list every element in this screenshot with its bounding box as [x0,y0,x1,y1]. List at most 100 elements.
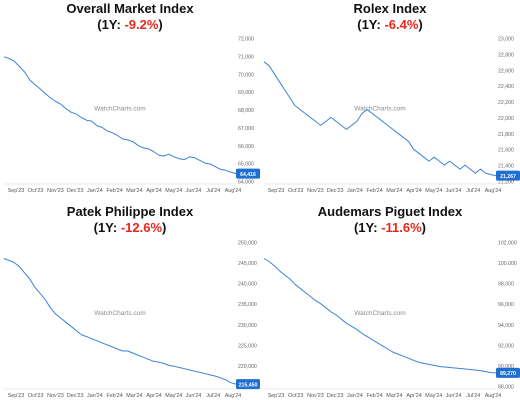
y-tick-label: 245,000 [238,261,257,267]
panel-rolex: Rolex Index (1Y: -6.4%) 21,200 21,400 21,6… [260,0,520,200]
y-tick-label: 240,000 [238,282,257,288]
y-tick-label: 70,000 [238,72,254,78]
subtitle-prefix: (1Y: [357,17,385,32]
y-tick-label: 22,000 [498,116,514,122]
y-tick-label: 88,000 [498,385,514,391]
y-tick-label: 21,400 [498,164,514,170]
x-tick-label: Sep'23 [8,188,25,194]
x-tick-label: Apr'24 [146,188,161,194]
line-chart: 21,200 21,400 21,600 21,800 22,000 22,200 22,4… [263,37,520,194]
last-value-badge [496,367,520,378]
panel-patek: Patek Philippe Index (1Y: -12.6%) 215,00… [0,200,260,400]
y-tick-label: 21,200 [498,180,514,186]
x-tick-label: Dec'23 [327,188,344,194]
y-tick-label: 22,800 [498,52,514,58]
x-tick-label: Aug'24 [225,188,242,194]
x-tick-label: Sep'23 [268,188,285,194]
y-tick-label: 65,000 [238,162,254,168]
y-tick-label: 220,000 [238,364,257,370]
x-tick-label: May'24 [165,188,182,194]
y-tick-label: 67,000 [238,126,254,132]
watermark: WatchCharts.com [94,310,145,317]
y-tick-label: 72,000 [238,37,254,43]
y-tick-label: 68,000 [238,108,254,114]
x-tick-label: Feb'24 [106,393,122,399]
x-tick-label: Jun'24 [186,188,202,194]
x-tick-label: Oct'23 [28,188,43,194]
subtitle-suffix: ) [421,220,427,235]
subtitle-prefix: (1Y: [353,220,382,235]
x-tick-label: Jan'24 [87,188,103,194]
change-value: -12.6% [120,220,163,235]
x-tick-label: Oct'23 [288,393,303,399]
x-tick-label: Dec'23 [327,393,344,399]
series-line [263,258,497,374]
change-value: -9.2% [124,17,159,32]
x-tick-label: Mar'24 [386,393,402,399]
x-tick-label: Sep'23 [268,393,285,399]
last-value-label: 215,450 [239,382,258,388]
x-tick-label: Apr'24 [406,393,421,399]
last-value-label: 89,270 [500,371,516,377]
subtitle-prefix: (1Y: [97,17,125,32]
chart-subtitle: (1Y: -9.2%) [0,17,260,32]
x-tick-label: Mar'24 [126,393,142,399]
y-tick-label: 69,000 [238,90,254,96]
y-tick-label: 22,200 [498,100,514,106]
x-tick-label: Mar'24 [126,188,142,194]
chart-subtitle: (1Y: -6.4%) [260,17,520,32]
chart-title: Patek Philippe Index [66,204,194,219]
line-chart: 64,000 65,000 66,000 67,000 68,000 69,000 70,0… [3,37,260,194]
x-tick-label: Oct'23 [28,393,43,399]
x-tick-label: Jun'24 [446,393,462,399]
x-tick-label: Dec'23 [67,393,84,399]
y-tick-label: 22,400 [498,84,514,90]
line-chart: 215,000220,000225,000230,000235,000240,0… [3,241,260,399]
watermark: WatchCharts.com [94,106,145,113]
y-tick-label: 21,600 [498,148,514,154]
panel-audemars: Audemars Piguet Index (1Y: -11.6%) 88,00… [260,200,520,400]
x-tick-label: Dec'23 [67,188,84,194]
last-value-label: 64,416 [240,172,256,178]
x-tick-label: May'24 [425,188,442,194]
x-tick-label: Oct'23 [288,188,303,194]
x-tick-label: Feb'24 [366,393,382,399]
change-value: -6.4% [384,17,419,32]
y-tick-label: 96,000 [498,302,514,308]
panel-overall: Overall Market Index (1Y: -9.2%) 64,000 6… [0,0,260,200]
subtitle-prefix: (1Y: [93,220,121,235]
y-tick-label: 90,000 [498,364,514,370]
last-value-badge [236,168,260,179]
last-value-badge [496,170,520,181]
x-tick-label: Nov'23 [307,393,324,399]
y-tick-label: 23,000 [498,37,514,43]
y-tick-label: 64,000 [238,180,254,186]
y-tick-label: 21,800 [498,132,514,138]
x-tick-label: Aug'24 [485,188,502,194]
last-value-badge [236,379,260,390]
chart-title: Rolex Index [353,1,427,16]
subtitle-suffix: ) [158,17,163,32]
x-tick-label: Jun'24 [446,188,462,194]
x-tick-label: Nov'23 [47,393,64,399]
change-value: -11.6% [381,220,422,235]
x-tick-label: Jul'24 [206,188,220,194]
y-tick-label: 102,000 [498,241,517,247]
x-tick-label: Jul'24 [206,393,220,399]
y-tick-label: 225,000 [238,343,257,349]
y-tick-label: 71,000 [238,54,254,60]
series-line [263,61,497,177]
series-line [3,258,237,385]
x-tick-label: Jan'24 [87,393,103,399]
chart-title: Audemars Piguet Index [317,204,463,219]
x-tick-label: Apr'24 [146,393,161,399]
x-tick-label: Apr'24 [406,188,421,194]
y-tick-label: 230,000 [238,323,257,329]
x-tick-label: Aug'24 [225,393,242,399]
x-tick-label: Nov'23 [47,188,64,194]
x-tick-label: Jun'24 [186,393,202,399]
subtitle-suffix: ) [418,17,423,32]
watermark: WatchCharts.com [354,310,405,317]
x-tick-label: Jan'24 [347,393,363,399]
x-tick-label: Nov'23 [307,188,324,194]
